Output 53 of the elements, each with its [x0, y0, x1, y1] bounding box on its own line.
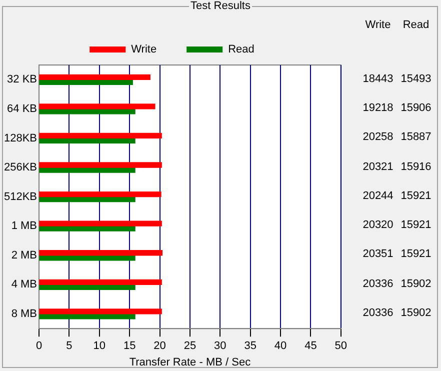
bar [39, 279, 162, 285]
y-tick-label: 128KB [4, 132, 38, 144]
x-tick-label: 20 [154, 340, 166, 352]
bar [39, 220, 162, 226]
legend-label: Read [228, 44, 254, 56]
bar [39, 191, 162, 198]
y-tick-label: 32 KB [7, 74, 38, 86]
text: 20336 [362, 278, 394, 290]
y-tick-label: 64 KB [7, 102, 38, 115]
x-tick-label: 40 [274, 340, 287, 352]
text: 15902 [400, 306, 432, 319]
text: 18443 [362, 72, 394, 85]
bar [39, 162, 162, 168]
text: 15906 [400, 102, 432, 114]
bar [39, 250, 163, 256]
text: 15493 [400, 72, 432, 85]
bar [39, 132, 162, 139]
y-tick-label: 512KB [4, 190, 38, 203]
text: Read [402, 19, 430, 31]
y-tick-label: 8 MB [11, 308, 38, 320]
x-tick-label: 0 [36, 340, 42, 352]
legend-label: Write [131, 44, 157, 56]
text: 20321 [362, 160, 394, 172]
x-tick-label: 15 [123, 340, 136, 352]
x-tick-label: 5 [66, 340, 72, 352]
text: 20244 [362, 190, 394, 202]
bar [39, 308, 162, 314]
bar [39, 104, 156, 110]
text: 15921 [400, 219, 432, 232]
text: 20351 [362, 248, 394, 260]
text: 15902 [400, 278, 432, 290]
y-tick-label: 256KB [4, 162, 38, 174]
x-tick-label: 10 [93, 340, 106, 352]
x-tick-label: 30 [214, 340, 226, 352]
x-tick-label: 35 [244, 340, 256, 352]
y-tick-label: 2 MB [11, 249, 38, 262]
text: 20258 [362, 131, 394, 144]
bar [39, 74, 150, 80]
y-tick-label: 1 MB [11, 220, 38, 232]
text: Write [365, 19, 391, 31]
x-axis-title: Transfer Rate - MB / Sec [129, 356, 252, 368]
x-tick-label: 50 [334, 340, 348, 352]
text: 15921 [400, 248, 432, 260]
text: 15921 [400, 190, 432, 202]
x-tick-label: 25 [184, 340, 196, 352]
chart-title: Test Results [188, 0, 252, 12]
text: 20336 [362, 306, 394, 319]
text: 15916 [400, 160, 432, 172]
y-tick-label: 4 MB [11, 278, 38, 291]
text: 19218 [362, 102, 394, 114]
x-tick-label: 45 [304, 340, 317, 352]
text: 15887 [400, 131, 432, 144]
text: 20320 [362, 219, 394, 232]
